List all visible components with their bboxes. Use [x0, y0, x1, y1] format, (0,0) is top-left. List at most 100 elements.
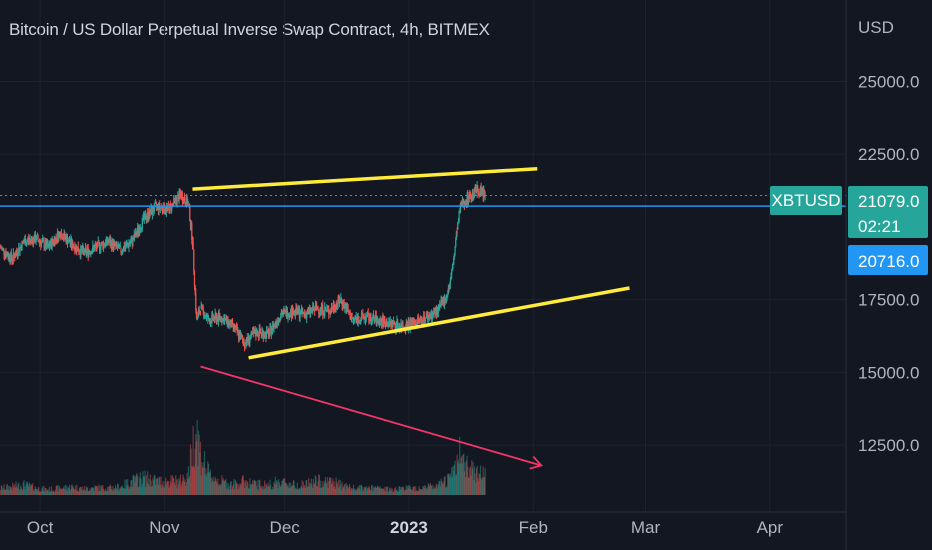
candle-body [407, 321, 409, 330]
volume-bar [371, 484, 373, 495]
time-axis-ticks[interactable]: Oct Nov Dec 2023 Feb Mar Apr [27, 518, 784, 537]
volume-bar [229, 485, 231, 495]
arrow-head-icon [529, 455, 543, 470]
candle-body [228, 321, 230, 326]
candle-body [205, 316, 207, 318]
candle-body [219, 316, 222, 319]
candle-body [377, 319, 379, 323]
volume-bar [121, 485, 123, 495]
volume-bar [320, 480, 322, 495]
volume-bar [159, 476, 161, 495]
candle-body [78, 250, 80, 252]
candle-body [233, 324, 235, 327]
candle-body [72, 246, 75, 249]
candle-body [340, 299, 343, 301]
candle-body [370, 313, 372, 321]
candle-body [273, 324, 275, 330]
volume-bar [312, 479, 315, 495]
volume-bar [427, 483, 429, 495]
volume-bar [84, 490, 87, 495]
candle-body [288, 314, 290, 318]
volume-bar [181, 480, 184, 495]
volume-bar [471, 468, 474, 495]
candle-body [417, 317, 419, 323]
candle-body [119, 245, 121, 247]
candle-body [293, 313, 295, 315]
candle-body [441, 302, 443, 304]
volume-bar [362, 491, 364, 495]
volume-bar [26, 481, 28, 495]
candle-body [300, 310, 302, 315]
volume-bar [202, 467, 204, 495]
volume-bar [261, 485, 263, 495]
volume-bar [350, 488, 353, 495]
volume-bar [38, 486, 40, 495]
volume-bar [247, 487, 250, 495]
candle-body [461, 202, 463, 204]
candle-body [400, 323, 402, 328]
volume-bar [190, 448, 192, 495]
candle-body [121, 251, 123, 253]
volume-bar [446, 486, 448, 495]
volume-bar [177, 484, 180, 495]
volume-bar [150, 480, 152, 495]
volume-bar [80, 489, 83, 495]
candle-body [129, 243, 131, 245]
volume-bar [324, 480, 326, 495]
volume-bar [232, 484, 234, 495]
volume-bar [322, 481, 324, 495]
candle-body [353, 319, 355, 321]
candle-body [161, 206, 163, 208]
candle-body [219, 315, 221, 319]
candle-body [405, 321, 407, 330]
volume-bar [161, 484, 163, 495]
candle-body [342, 305, 344, 308]
volume-bar [28, 482, 31, 495]
candle-body [354, 318, 357, 320]
volume-bar [139, 477, 141, 495]
volume-bar [260, 486, 262, 495]
volume-bar [391, 488, 393, 495]
volume-bar [444, 475, 446, 495]
volume-bar [372, 491, 374, 495]
volume-bar [20, 487, 22, 495]
candle-body [398, 325, 400, 327]
candle-body [139, 229, 141, 233]
candle-body [254, 329, 256, 335]
candle-body [290, 309, 292, 317]
volume-bar [241, 478, 243, 495]
candle-body [26, 240, 28, 242]
drawing-tools[interactable] [192, 166, 630, 470]
volume-bar [117, 483, 119, 495]
volume-bar [289, 488, 291, 495]
volume-bar [210, 477, 212, 495]
volume-bar [367, 486, 369, 495]
volume-bar [284, 482, 286, 495]
candle-body [82, 247, 85, 251]
candle-body [426, 314, 428, 316]
volume-bar [163, 487, 165, 495]
volume-bar [166, 481, 168, 495]
candle-body [243, 341, 245, 346]
candle-body [309, 308, 311, 314]
volume-bar [389, 489, 391, 495]
candlestick-series[interactable] [0, 181, 486, 352]
volume-bar [286, 486, 288, 495]
volume-bar [42, 486, 44, 495]
candle-body [74, 247, 76, 252]
candle-body [332, 308, 334, 310]
volume-bar [10, 487, 12, 495]
volume-bar [383, 490, 385, 495]
candle-body [204, 316, 206, 318]
volume-bar [70, 485, 73, 495]
candle-body [396, 320, 398, 327]
candle-body [40, 242, 42, 246]
volume-bar [461, 455, 463, 495]
volume-bar [43, 486, 45, 495]
candle-body [46, 241, 48, 249]
candle-body [249, 336, 252, 340]
candle-body [137, 227, 139, 233]
candle-body [281, 313, 283, 316]
volume-bar [214, 476, 216, 495]
